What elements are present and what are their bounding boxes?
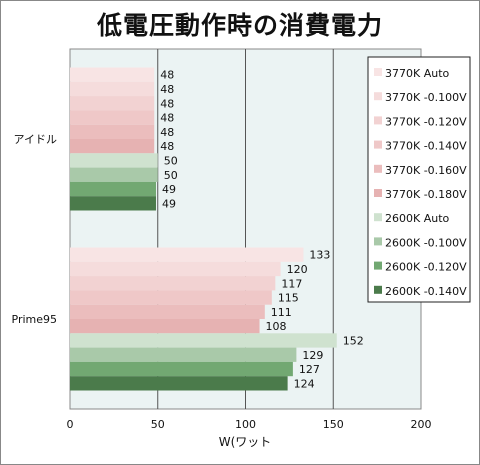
data-label: 48 [160,140,174,153]
x-tick-label: 0 [67,418,74,431]
data-label: 48 [160,69,174,82]
bar [70,361,293,377]
bar [70,124,155,139]
bar [70,347,297,362]
bar [70,276,276,291]
data-label: 108 [266,320,287,333]
data-label: 50 [164,169,178,182]
legend-label: 3770K -0.160V [385,164,467,177]
bar [70,319,260,334]
bar [70,290,272,305]
data-label: 48 [160,126,174,139]
legend-label: 3770K -0.120V [385,115,467,128]
bar [70,261,281,277]
legend-label: 2600K -0.120V [385,261,467,274]
bar [70,247,304,262]
legend-swatch [374,164,382,173]
bar [70,167,158,182]
legend-swatch [374,285,382,294]
bar [70,67,155,82]
data-label: 50 [164,154,178,167]
legend-swatch [374,68,382,76]
bar [70,181,156,197]
bar [70,153,158,168]
chart-title: 低電圧動作時の消費電力 [96,11,383,40]
legend-swatch [374,140,382,149]
data-label: 152 [343,334,364,347]
category-labels: アイドル Prime95 [12,133,58,326]
data-label: 120 [287,263,308,276]
x-tick-labels: 0 50 100 150 200 [67,418,432,431]
data-label: 115 [278,292,299,305]
legend-swatch [374,116,382,125]
data-label: 49 [162,183,176,196]
x-tick-label: 50 [151,418,165,431]
legend-label: 3770K Auto [385,67,450,80]
data-label: 111 [271,306,292,319]
data-label: 48 [160,83,174,96]
data-label: 48 [160,97,174,110]
bar [70,333,337,348]
data-label: 49 [162,197,176,210]
legend-label: 2600K -0.100V [385,236,467,249]
data-label: 127 [299,363,320,376]
bar [70,81,155,97]
x-tick-label: 100 [235,418,256,431]
x-tick-label: 150 [323,418,344,431]
data-label: 48 [160,112,174,125]
bar [70,304,265,319]
legend-label: 3770K -0.140V [385,140,467,153]
bar [70,376,288,391]
bar [70,110,155,125]
legend-label: 2600K Auto [385,212,450,225]
data-label: 117 [281,277,302,290]
bars-group [70,67,337,391]
data-label: 124 [294,377,315,390]
x-axis-label: W(ワット [219,435,272,449]
bar [70,139,155,154]
legend-label: 2600K -0.140V [385,285,467,298]
data-label: 133 [309,249,330,262]
legend-swatch [374,237,382,246]
bar [70,196,156,211]
bar [70,96,155,111]
category-label: アイドル [14,133,57,146]
legend-swatch [374,213,382,222]
value-labels: 4848484848485050494913312011711511110815… [160,69,364,391]
legend-label: 3770K -0.100V [385,91,467,104]
legend-swatch [374,261,382,270]
legend-label: 3770K -0.180V [385,188,467,201]
legend: 3770K Auto 3770K -0.100V 3770K -0.120V 3770… [367,56,471,303]
legend-box [367,56,471,303]
legend-swatch [374,92,382,101]
category-label: Prime95 [12,313,58,326]
legend-swatch [374,189,382,197]
data-label: 129 [302,349,323,362]
x-tick-label: 200 [411,418,432,431]
